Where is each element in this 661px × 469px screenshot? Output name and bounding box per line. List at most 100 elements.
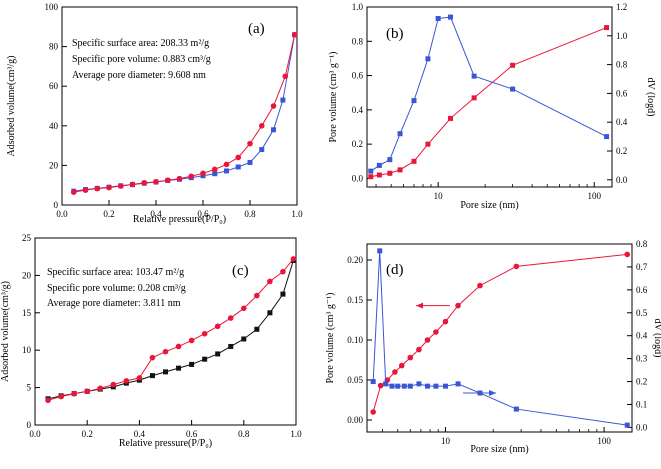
data-point <box>97 385 104 392</box>
data-point <box>201 330 208 337</box>
data-point <box>424 337 431 343</box>
annotation-text: Specific surface area: 208.33 m²/g <box>72 38 209 49</box>
x-tick-label: 10 <box>441 436 451 446</box>
data-point <box>442 318 449 325</box>
panel-label: (d) <box>386 262 404 278</box>
y2-tick-label: 0.8 <box>616 60 628 70</box>
series-pore-volume <box>368 25 610 180</box>
data-point <box>368 168 374 174</box>
y-tick-label: 0.10 <box>347 335 363 345</box>
data-point <box>227 315 234 321</box>
y-axis-label: Adsorbed volume(cm³/g) <box>0 281 11 382</box>
data-point <box>624 251 631 258</box>
data-point <box>224 168 229 174</box>
data-point <box>392 369 398 375</box>
y-tick-label: 10 <box>22 345 32 355</box>
series-pore-volume <box>370 251 631 415</box>
data-point <box>254 292 260 299</box>
data-point <box>370 409 376 415</box>
data-point <box>153 179 159 185</box>
data-point <box>624 422 630 428</box>
x-tick-label: 0.8 <box>244 209 256 219</box>
y2-tick-label: 0.4 <box>636 331 648 341</box>
y-tick-label: 0.0 <box>352 173 364 183</box>
series-desorption <box>45 256 297 404</box>
data-point <box>235 154 242 161</box>
chart-panel-a: 0.0 0.2 0.4 0.6 0.8 1.0 0 20 40 60 80 100 Relative p… <box>6 2 303 225</box>
data-point <box>387 170 393 176</box>
data-point <box>82 187 89 193</box>
y2-axis-label: dV (logd) <box>652 319 661 358</box>
x-tick-label: 0.2 <box>103 209 114 219</box>
chart-panel-b: 10 100 0.0 0.2 0.4 0.6 0.8 1.0 0.0 0.2 0.4 0.6 0.8 1.… <box>328 2 656 211</box>
data-point <box>435 16 441 22</box>
data-point <box>368 174 374 180</box>
panel-label: (c) <box>232 263 249 279</box>
x-tick-label: 0.2 <box>82 429 93 439</box>
data-point <box>471 73 477 79</box>
data-point <box>117 183 124 189</box>
data-point <box>377 382 384 389</box>
annotation-text: Average pore diameter: 3.811 nm <box>47 298 181 309</box>
y2-tick-label: 0.0 <box>636 422 648 432</box>
x-axis-label: Relative pressure(P/P₀) <box>119 438 212 449</box>
data-point <box>411 158 417 164</box>
data-point <box>267 310 273 316</box>
data-point <box>84 388 90 395</box>
data-point <box>110 381 117 388</box>
y-tick-label: 0.00 <box>347 415 363 425</box>
y-tick-label: 1.0 <box>352 2 364 12</box>
series-desorption <box>70 31 298 195</box>
data-point <box>376 172 382 178</box>
data-point <box>455 381 461 387</box>
data-point <box>282 73 289 80</box>
data-point <box>164 177 171 184</box>
data-point <box>411 98 417 104</box>
data-point <box>163 369 168 375</box>
plot-frame <box>366 6 613 188</box>
data-point <box>424 383 430 389</box>
data-point <box>513 263 520 270</box>
data-point <box>513 406 519 412</box>
series-line <box>370 27 607 178</box>
data-point <box>188 337 195 344</box>
y-axis-label: Adsorbed volume(cm³/g) <box>6 55 17 156</box>
x-tick-label: 0.4 <box>134 429 146 439</box>
data-point <box>176 175 183 182</box>
data-point <box>425 141 431 147</box>
data-point <box>433 383 439 389</box>
data-point <box>162 348 169 355</box>
y-axis-label: Pore volume (cm³ g⁻¹) <box>328 52 339 143</box>
data-point <box>228 343 234 349</box>
x-tick-label: 0.8 <box>238 429 250 439</box>
data-point <box>136 375 143 381</box>
data-point <box>149 354 156 361</box>
y2-tick-label: 1.0 <box>616 31 628 41</box>
arrow-head <box>416 302 424 309</box>
x-tick-label: 1.0 <box>291 209 303 219</box>
series-adsorption <box>45 257 296 402</box>
y-tick-label: 5 <box>27 383 32 393</box>
data-point <box>401 383 407 389</box>
series-line <box>370 16 607 172</box>
y-tick-label: 0.2 <box>352 139 363 149</box>
data-point <box>604 25 610 31</box>
panel-label: (a) <box>248 21 265 37</box>
data-point <box>94 185 101 192</box>
data-point <box>123 378 130 384</box>
x-tick-label: 0.4 <box>150 209 162 219</box>
annotation-text: Specific pore volume: 0.883 cm³/g <box>72 54 211 65</box>
data-point <box>223 161 230 168</box>
y2-tick-label: 0.1 <box>636 399 647 409</box>
data-point <box>176 365 182 371</box>
data-point <box>215 351 221 357</box>
y2-tick-label: 0.6 <box>616 88 628 98</box>
data-point <box>448 115 454 121</box>
data-point <box>290 256 297 262</box>
data-point <box>416 381 422 387</box>
data-point <box>200 170 206 177</box>
y-tick-label: 0.4 <box>352 105 364 115</box>
data-point <box>214 323 221 330</box>
data-point <box>407 354 414 361</box>
x-axis-label: Relative pressure(P/P₀) <box>133 214 226 225</box>
